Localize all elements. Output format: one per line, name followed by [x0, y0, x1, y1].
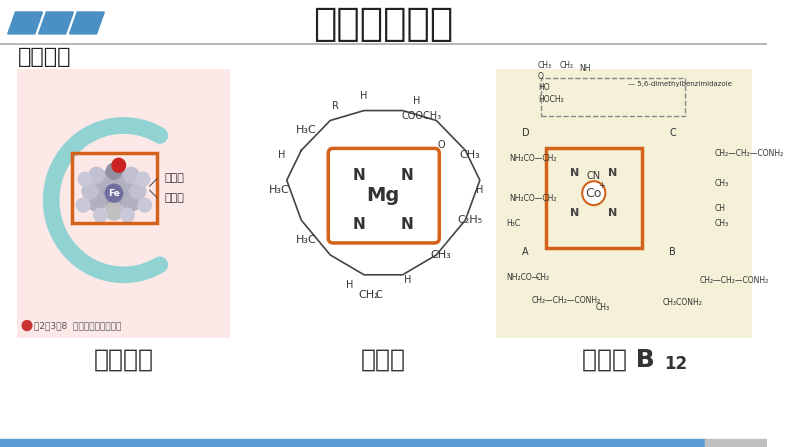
Circle shape [114, 171, 133, 191]
Polygon shape [39, 12, 73, 34]
Text: C: C [375, 290, 382, 299]
Text: R: R [332, 101, 338, 110]
Text: H: H [360, 91, 368, 101]
Circle shape [121, 208, 134, 222]
Text: H: H [476, 185, 484, 195]
Text: H: H [278, 150, 286, 160]
Text: CH₃: CH₃ [431, 250, 452, 260]
Bar [541, 78, 685, 115]
Circle shape [106, 202, 122, 220]
Text: CH₃: CH₃ [715, 179, 729, 188]
Circle shape [106, 184, 122, 202]
Text: CH₂—CH₂—CONH₂: CH₂—CH₂—CONH₂ [532, 296, 601, 305]
Text: 蛋白质: 蛋白质 [164, 193, 184, 203]
Circle shape [138, 198, 152, 212]
Text: CN: CN [587, 171, 601, 181]
Text: 叶绿素: 叶绿素 [360, 347, 406, 371]
Text: CH: CH [715, 203, 726, 213]
Text: C: C [669, 128, 676, 139]
Text: 生命体中: 生命体中 [17, 47, 71, 67]
Text: CH₂—CH₂—CONH₂: CH₂—CH₂—CONH₂ [700, 276, 769, 285]
Text: CH₃CONH₂: CH₃CONH₂ [662, 298, 702, 307]
Text: N: N [353, 217, 366, 232]
Bar [545, 148, 642, 248]
Text: 维生素 B: 维生素 B [581, 347, 654, 371]
Circle shape [582, 181, 605, 205]
Text: — 5,6-dimethylbenzimidazole: — 5,6-dimethylbenzimidazole [627, 80, 731, 87]
Text: B: B [669, 247, 676, 257]
Circle shape [106, 163, 121, 179]
Text: H₃C: H₃C [295, 235, 317, 245]
Text: NH₂CO—CH₂: NH₂CO—CH₂ [509, 154, 557, 163]
Text: 12: 12 [665, 355, 688, 373]
Text: Co: Co [586, 187, 602, 200]
Text: D: D [522, 128, 530, 139]
Text: CH₃: CH₃ [538, 61, 552, 70]
Text: +: + [598, 181, 605, 190]
Text: HOCH₂: HOCH₂ [538, 95, 564, 104]
Circle shape [100, 179, 128, 207]
Text: NH: NH [580, 64, 591, 73]
Bar [705, 439, 766, 447]
Text: C₂H₅: C₂H₅ [457, 215, 483, 225]
Text: NH₂CO—CH₂: NH₂CO—CH₂ [509, 194, 557, 202]
Text: Fe: Fe [108, 189, 120, 198]
Text: N: N [401, 217, 414, 232]
Bar [0, 439, 705, 447]
Circle shape [82, 183, 98, 199]
Text: H: H [414, 96, 421, 105]
Circle shape [130, 183, 146, 199]
Text: H₃C: H₃C [506, 219, 520, 228]
Circle shape [94, 171, 114, 191]
Text: COOCH₃: COOCH₃ [402, 110, 442, 121]
Text: NH₂CO—: NH₂CO— [506, 273, 539, 283]
Text: H₃C: H₃C [268, 185, 289, 195]
Text: CH₂: CH₂ [536, 273, 550, 283]
Text: CH₂: CH₂ [560, 61, 574, 70]
Text: CH₃: CH₃ [596, 303, 610, 312]
Polygon shape [8, 12, 43, 34]
Text: 血红蛋白: 血红蛋白 [94, 347, 153, 371]
Text: A: A [522, 247, 529, 257]
Text: 图2－3－8  血红蛋白中的配位键: 图2－3－8 血红蛋白中的配位键 [34, 321, 121, 330]
Circle shape [121, 191, 141, 211]
Text: CH₃: CH₃ [460, 150, 480, 160]
Circle shape [136, 172, 149, 186]
Bar [72, 153, 157, 223]
Polygon shape [70, 12, 104, 34]
Text: H: H [404, 275, 411, 285]
Circle shape [112, 158, 125, 172]
Circle shape [22, 320, 32, 330]
Circle shape [76, 198, 90, 212]
Circle shape [94, 208, 107, 222]
Text: HO: HO [538, 83, 549, 92]
Text: N: N [353, 168, 366, 183]
Text: CH₃: CH₃ [715, 219, 729, 228]
Text: 卟啉环: 卟啉环 [164, 173, 184, 183]
Bar [496, 69, 752, 337]
Text: O: O [437, 140, 445, 150]
Text: Mg: Mg [367, 186, 400, 205]
Circle shape [78, 172, 92, 186]
Text: 配合物的应用: 配合物的应用 [313, 5, 453, 43]
Circle shape [89, 167, 104, 183]
Text: N: N [570, 208, 580, 218]
Text: N: N [401, 168, 414, 183]
Text: N: N [570, 169, 580, 178]
Text: N: N [608, 208, 618, 218]
Text: N: N [608, 169, 618, 178]
Bar [17, 69, 229, 337]
Circle shape [87, 191, 106, 211]
Text: CH₂: CH₂ [359, 290, 379, 299]
Text: O: O [538, 72, 544, 81]
Text: H: H [346, 280, 353, 290]
Circle shape [124, 167, 139, 183]
Text: CH₂—CH₂—CONH₂: CH₂—CH₂—CONH₂ [715, 149, 784, 158]
Text: H₃C: H₃C [295, 126, 317, 135]
